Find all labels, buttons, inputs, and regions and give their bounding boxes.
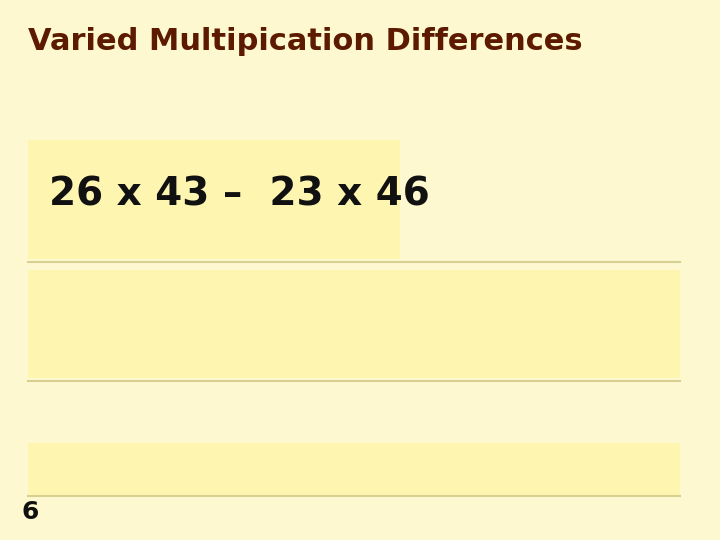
Bar (28, 270, 680, 378)
Text: 26 x 43 –  23 x 46: 26 x 43 – 23 x 46 (49, 176, 430, 213)
Bar (28, 140, 400, 259)
Text: 6: 6 (21, 500, 38, 524)
Bar (28, 443, 680, 497)
Text: Varied Multipication Differences: Varied Multipication Differences (28, 27, 582, 56)
